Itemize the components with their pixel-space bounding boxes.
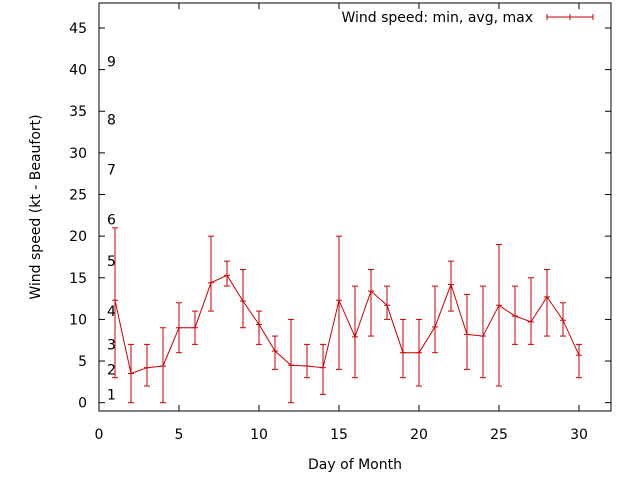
beaufort-label: 6 xyxy=(107,212,116,228)
x-tick-label: 25 xyxy=(490,427,508,443)
x-tick-label: 0 xyxy=(95,427,104,443)
y-tick-label: 0 xyxy=(78,396,87,412)
beaufort-label: 5 xyxy=(107,254,116,270)
legend: Wind speed: min, avg, max xyxy=(341,10,594,26)
x-axis-label: Day of Month xyxy=(308,457,402,473)
tick-marks xyxy=(98,3,611,411)
y-tick-label: 20 xyxy=(69,229,87,245)
beaufort-label: 1 xyxy=(107,387,116,403)
y-tick-label: 15 xyxy=(69,271,87,287)
plot-frame xyxy=(98,2,612,412)
y-tick-label: 30 xyxy=(69,146,87,162)
x-tick-label: 30 xyxy=(570,427,588,443)
x-tick-label: 10 xyxy=(250,427,268,443)
beaufort-label: 7 xyxy=(107,163,116,179)
y-tick-label: 40 xyxy=(69,63,87,79)
beaufort-label: 3 xyxy=(107,337,116,353)
y-tick-label: 10 xyxy=(69,312,87,328)
x-tick-label: 5 xyxy=(175,427,184,443)
beaufort-label: 9 xyxy=(107,54,116,70)
series-line xyxy=(114,274,580,375)
y-axis-label: Wind speed (kt - Beaufort) xyxy=(28,114,44,299)
axes xyxy=(98,2,612,412)
y-tick-label: 45 xyxy=(69,21,87,37)
legend-label: Wind speed: min, avg, max xyxy=(341,10,533,26)
beaufort-scale: 1 2 3 4 5 6 7 8 9 xyxy=(107,54,116,403)
beaufort-label: 4 xyxy=(107,304,116,320)
y-tick-label: 35 xyxy=(69,104,87,120)
series-wind-speed xyxy=(112,227,582,404)
y-tick-label: 25 xyxy=(69,188,87,204)
x-tick-label: 15 xyxy=(330,427,348,443)
beaufort-label: 2 xyxy=(107,362,116,378)
y-tick-label: 5 xyxy=(78,354,87,370)
x-tick-label: 20 xyxy=(410,427,428,443)
beaufort-label: 8 xyxy=(107,113,116,129)
